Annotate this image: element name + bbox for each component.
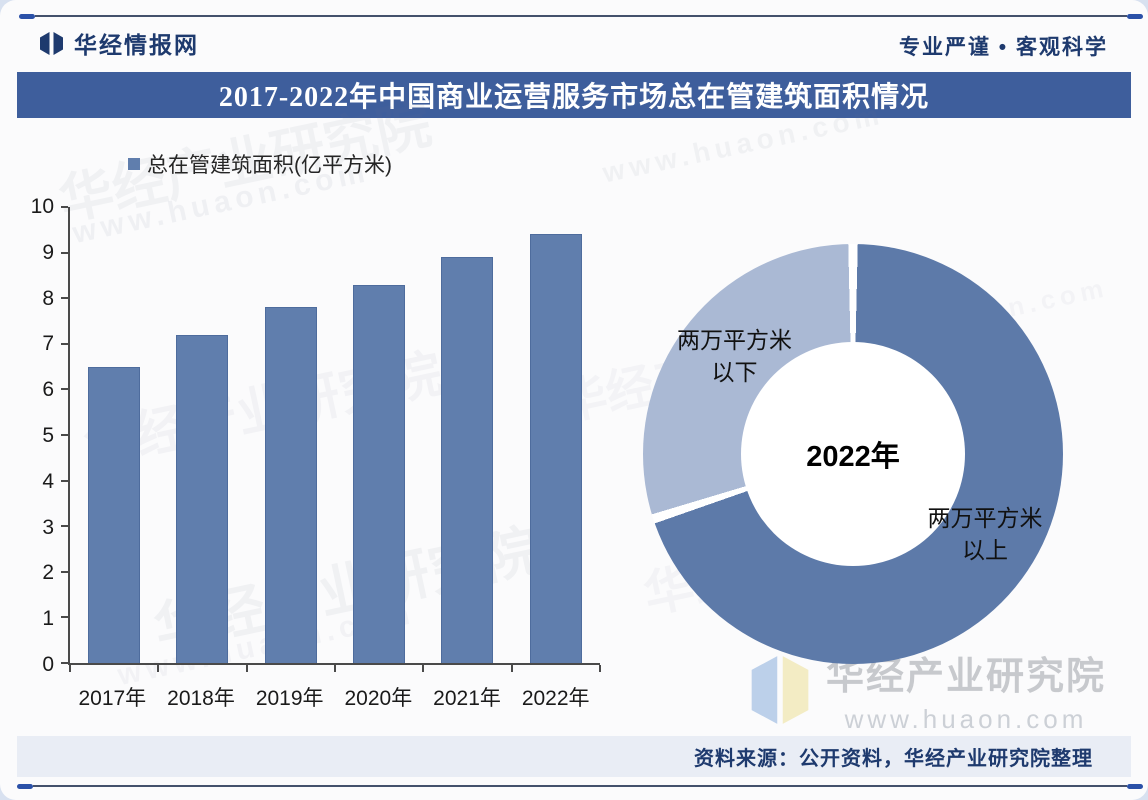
- y-tick-mark: [61, 297, 68, 300]
- chart-title-banner: 2017-2022年中国商业运营服务市场总在管建筑面积情况: [17, 72, 1131, 118]
- brand-name: 华经情报网: [74, 32, 199, 58]
- x-tick-mark: [157, 665, 160, 672]
- legend: 总在管建筑面积(亿平方米): [128, 149, 392, 179]
- y-tick-mark: [61, 251, 68, 254]
- bottom-divider: [17, 783, 1143, 789]
- y-tick-label: 5: [42, 424, 54, 447]
- bar-slot: [70, 207, 158, 663]
- bar-slot: [247, 207, 335, 663]
- y-tick-mark: [61, 342, 68, 345]
- bar-2018年: [176, 334, 229, 663]
- y-axis: 0 1 2 3 4 5 6 7 8 9 10: [14, 195, 58, 676]
- divider-line: [35, 15, 1127, 17]
- x-tick-label: 2018年: [167, 687, 235, 710]
- page-title: 2017-2022年中国商业运营服务市场总在管建筑面积情况: [218, 82, 930, 113]
- x-tick-label: 2020年: [344, 687, 413, 710]
- y-tick-label: 9: [42, 240, 54, 264]
- donut-chart: 2022年 两万平方米 以下 两万平方米 以上: [643, 244, 1063, 664]
- x-tick-label: 2019年: [255, 687, 324, 710]
- divider-dash-right: [1127, 13, 1143, 19]
- bar-slot: [512, 207, 600, 663]
- y-tick-mark: [61, 434, 68, 436]
- y-tick-mark: [61, 388, 68, 391]
- donut-hole: 2022年: [741, 342, 965, 566]
- source-text: 资料来源：公开资料，华经产业研究院整理: [694, 748, 1093, 770]
- divider-dash-left: [17, 783, 33, 789]
- slice-label-under-20k: 两万平方米 以下: [677, 327, 792, 386]
- slice-label-over-20k: 两万平方米 以上: [927, 505, 1043, 564]
- y-tick-label: 7: [42, 332, 54, 356]
- legend-label: 总在管建筑面积(亿平方米): [147, 154, 392, 177]
- bar-slot: [423, 207, 511, 663]
- slogan: 专业严谨 • 客观科学: [898, 36, 1108, 59]
- y-tick-label: 2: [42, 561, 54, 585]
- bar-2020年: [353, 284, 406, 663]
- divider-dash-right: [1127, 783, 1143, 789]
- y-tick-mark: [61, 616, 68, 619]
- huaon-book-icon: [751, 656, 809, 724]
- y-tick-label: 6: [42, 378, 54, 402]
- brand: 华经情报网: [38, 26, 199, 60]
- bars: [70, 207, 600, 663]
- x-tick-mark: [599, 665, 601, 672]
- watermark-url: www.huaon.com: [844, 704, 1088, 734]
- x-axis-labels: 2017年 2018年 2019年 2020年 2021年 2022年: [68, 682, 600, 712]
- x-tick-mark: [510, 665, 513, 672]
- y-tick-label: 1: [42, 607, 54, 631]
- x-tick-mark: [69, 665, 71, 672]
- y-tick-label: 10: [30, 195, 54, 218]
- y-tick-label: 8: [42, 286, 54, 310]
- y-tick-label: 3: [42, 515, 54, 539]
- source-bar: 资料来源：公开资料，华经产业研究院整理: [17, 736, 1131, 777]
- y-tick-label: 0: [42, 653, 54, 676]
- x-tick-mark: [334, 665, 336, 672]
- y-tick-mark: [61, 206, 68, 208]
- divider-line: [33, 785, 1127, 787]
- y-tick-mark: [61, 662, 68, 664]
- y-tick-label: 4: [42, 469, 54, 493]
- x-tick-label: 2017年: [78, 687, 147, 710]
- divider-dash-left: [19, 13, 35, 19]
- bar-2017年: [88, 366, 141, 663]
- x-tick-mark: [422, 665, 425, 672]
- x-tick-mark: [245, 665, 248, 672]
- x-tick-label: 2022年: [521, 687, 590, 710]
- bar-slot: [158, 207, 246, 663]
- bar-2021年: [441, 257, 494, 663]
- donut-center-label: 2022年: [806, 441, 900, 473]
- bar-2019年: [264, 307, 317, 663]
- top-divider: [19, 13, 1143, 19]
- y-tick-mark: [61, 525, 68, 528]
- bar-slot: [335, 207, 423, 663]
- y-tick-mark: [61, 479, 68, 482]
- bar-2022年: [529, 234, 582, 663]
- x-tick-label: 2021年: [433, 687, 501, 710]
- legend-marker: [128, 158, 140, 170]
- y-tick-mark: [61, 570, 68, 573]
- huajing-logo-icon: [40, 31, 63, 55]
- bar-chart-plot-area: [61, 206, 601, 672]
